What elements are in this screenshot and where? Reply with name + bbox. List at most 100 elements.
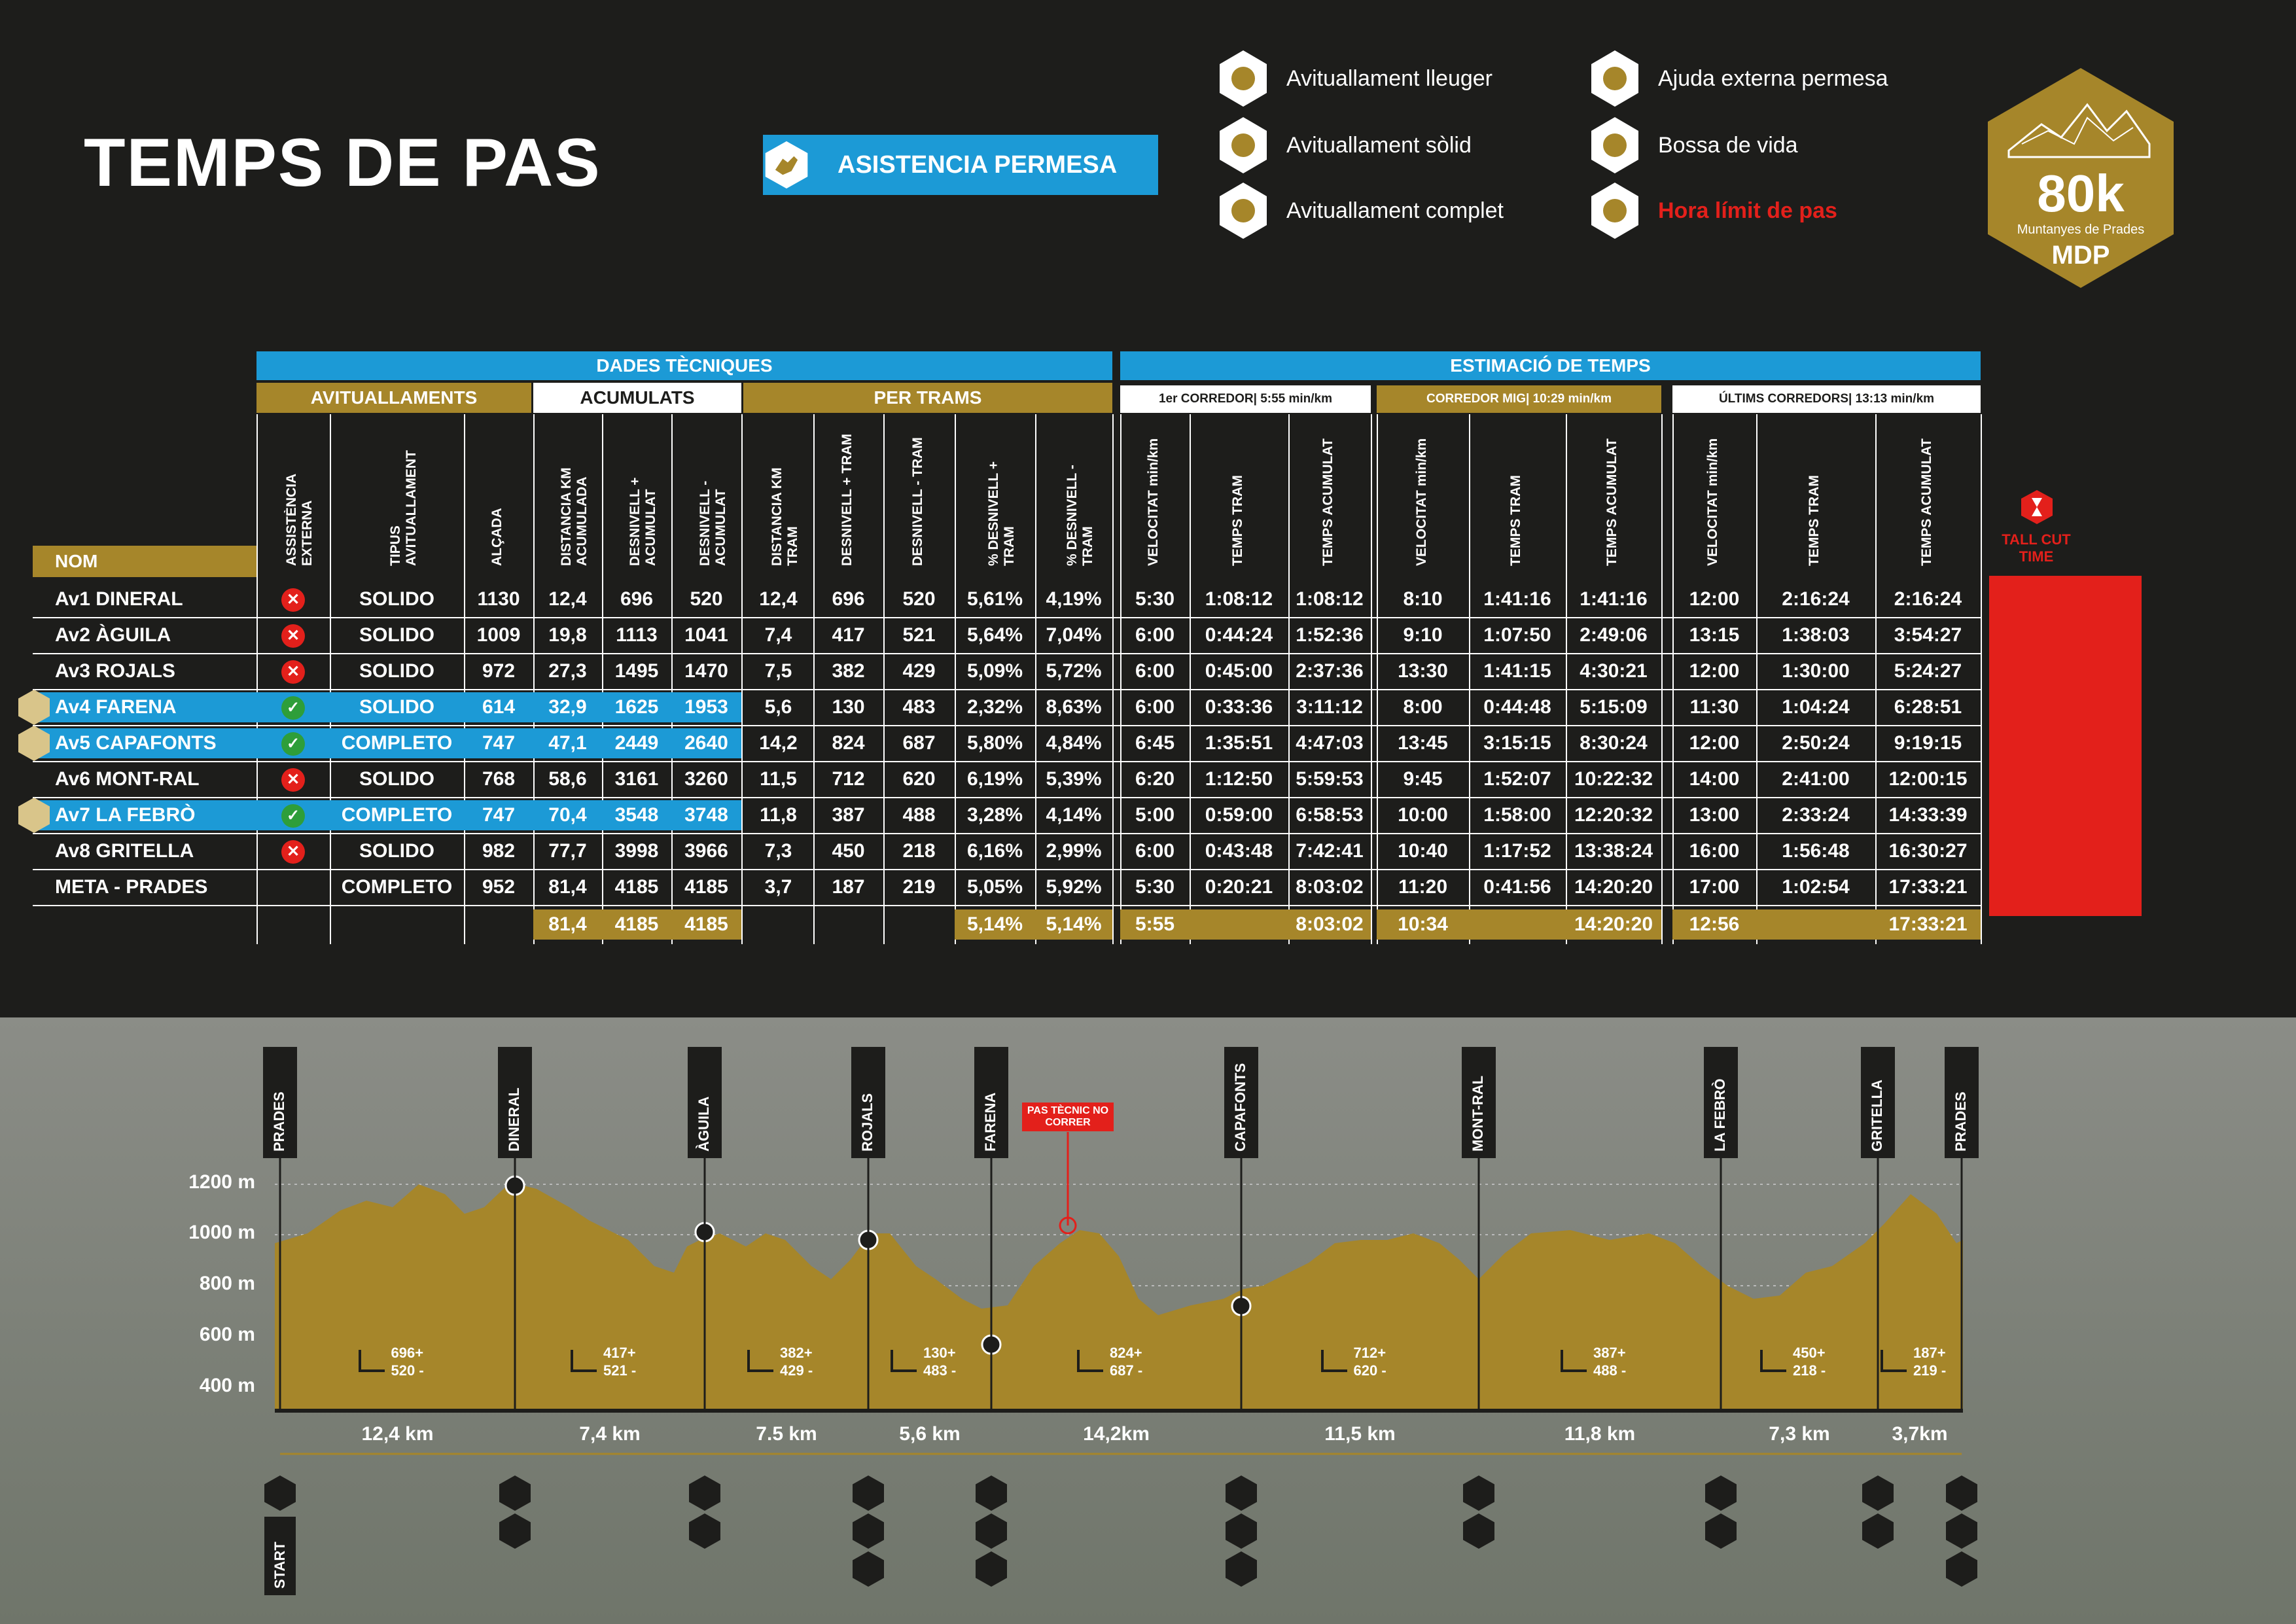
cell-t1: 0:59:00 bbox=[1205, 804, 1273, 826]
waypoint-label: ÀGUILA bbox=[696, 1096, 712, 1152]
row-name: Av5 CAPAFONTS bbox=[55, 732, 217, 754]
cell-tm: 218 bbox=[902, 840, 936, 862]
cell-tipus: SOLIDO bbox=[359, 588, 434, 610]
totals-bg bbox=[1672, 909, 1981, 940]
waypoint-label: MONT-RAL bbox=[1470, 1075, 1486, 1152]
row-name: Av1 DINERAL bbox=[55, 588, 183, 610]
waypoint-marker: DINERAL bbox=[498, 1047, 532, 1158]
cell-dm: 3748 bbox=[684, 804, 728, 826]
row-divider bbox=[33, 725, 1981, 726]
header-trams: PER TRAMS bbox=[743, 383, 1112, 413]
segment-up: 712+ bbox=[1353, 1345, 1386, 1361]
cell-a3: 12:00:15 bbox=[1888, 768, 1968, 790]
row-name: Av8 GRITELLA bbox=[55, 840, 194, 862]
y-tick: 800 m bbox=[199, 1273, 255, 1294]
aid-station-icon bbox=[1226, 1475, 1257, 1511]
cell-t1: 1:35:51 bbox=[1205, 732, 1273, 754]
helping-hands-icon bbox=[18, 798, 50, 833]
cell-dk: 70,4 bbox=[548, 804, 587, 826]
header-primer: 1er CORREDOR| 5:55 min/km bbox=[1120, 385, 1371, 413]
cell-alc: 952 bbox=[482, 876, 516, 898]
cell-v1: 6:00 bbox=[1135, 660, 1175, 682]
cell-pp: 6,19% bbox=[966, 768, 1023, 790]
total-a2: 14:20:20 bbox=[1574, 913, 1653, 935]
legend-label: Avituallament lleuger bbox=[1286, 65, 1492, 91]
cell-t3: 1:38:03 bbox=[1782, 624, 1850, 646]
cell-tm: 687 bbox=[902, 732, 936, 754]
cell-dp: 3548 bbox=[614, 804, 659, 826]
cell-t2: 0:41:56 bbox=[1483, 876, 1551, 898]
segment-down: 488 - bbox=[1593, 1362, 1627, 1379]
cell-t2: 1:52:07 bbox=[1483, 768, 1551, 790]
cell-alc: 982 bbox=[482, 840, 516, 862]
row-divider bbox=[33, 761, 1981, 762]
column-header: DESNIVELL - ACUMULAT bbox=[697, 480, 728, 566]
cell-alc: 747 bbox=[482, 732, 516, 754]
cell-tk: 7,5 bbox=[764, 660, 792, 682]
row-name: Av3 ROJALS bbox=[55, 660, 175, 682]
header-dades: DADES TÈCNIQUES bbox=[256, 351, 1112, 380]
cell-tm: 521 bbox=[902, 624, 936, 646]
grid-line bbox=[1672, 414, 1674, 944]
cell-pp: 5,64% bbox=[966, 624, 1023, 646]
column-header: TEMPS TRAM bbox=[1807, 475, 1822, 566]
cell-alc: 614 bbox=[482, 696, 516, 718]
column-header: VELOCITAT min/km bbox=[1705, 438, 1720, 566]
cell-t2: 1:17:52 bbox=[1483, 840, 1551, 862]
cell-tp: 387 bbox=[832, 804, 865, 826]
aid-station-icon bbox=[1463, 1513, 1494, 1549]
elevation-gain-icon bbox=[891, 1350, 917, 1372]
header-tall: TALL CUT TIME bbox=[2002, 531, 2071, 565]
cell-v2: 8:10 bbox=[1403, 588, 1443, 610]
grid-line bbox=[256, 414, 258, 944]
cell-a2: 8:30:24 bbox=[1580, 732, 1648, 754]
column-header: DESNIVELL - TRAM bbox=[910, 437, 925, 566]
row-divider bbox=[33, 905, 1981, 906]
cell-dm: 520 bbox=[690, 588, 723, 610]
segment-down: 219 - bbox=[1913, 1362, 1947, 1379]
elevation-gain-icon bbox=[1561, 1350, 1587, 1372]
cell-pp: 5,05% bbox=[966, 876, 1023, 898]
cell-tp: 450 bbox=[832, 840, 865, 862]
segment-up: 450+ bbox=[1793, 1345, 1826, 1361]
cell-v2: 8:00 bbox=[1403, 696, 1443, 718]
grid-line bbox=[1377, 414, 1378, 944]
cell-v3: 16:00 bbox=[1689, 840, 1740, 862]
cell-tm: 520 bbox=[902, 588, 936, 610]
cell-tm: 488 bbox=[902, 804, 936, 826]
column-header: DESNIVELL + TRAM bbox=[839, 433, 855, 566]
cell-a1: 6:58:53 bbox=[1296, 804, 1364, 826]
segment-down: 483 - bbox=[923, 1362, 957, 1379]
column-header: TEMPS ACUMULAT bbox=[1604, 438, 1619, 566]
cell-tm: 620 bbox=[902, 768, 936, 790]
cell-dk: 12,4 bbox=[548, 588, 587, 610]
cell-tk: 5,6 bbox=[764, 696, 792, 718]
row-divider bbox=[33, 617, 1981, 618]
cell-t3: 2:16:24 bbox=[1782, 588, 1850, 610]
aid-station-icon bbox=[853, 1475, 884, 1511]
cell-v1: 6:00 bbox=[1135, 624, 1175, 646]
logo-abbr: MDP bbox=[2051, 241, 2110, 270]
cell-v3: 12:00 bbox=[1689, 588, 1740, 610]
row-name: Av7 LA FEBRÒ bbox=[55, 804, 196, 826]
cell-a1: 4:47:03 bbox=[1296, 732, 1364, 754]
column-header: TIPUS AVITUALLAMENT bbox=[387, 450, 419, 566]
legend-item: Ajuda externa permesa bbox=[1589, 49, 1888, 108]
cell-tm: 219 bbox=[902, 876, 936, 898]
grid-line bbox=[533, 414, 535, 944]
waypoint-marker: ROJALS bbox=[851, 1047, 885, 1158]
cell-dm: 3966 bbox=[684, 840, 728, 862]
cell-t1: 1:08:12 bbox=[1205, 588, 1273, 610]
waypoint-label: PRADES bbox=[271, 1091, 287, 1152]
cell-v3: 13:15 bbox=[1689, 624, 1740, 646]
cell-tk: 11,5 bbox=[760, 768, 797, 790]
waypoint-marker: MONT-RAL bbox=[1462, 1047, 1496, 1158]
cell-dm: 1041 bbox=[684, 624, 728, 646]
header-mig: CORREDOR MIG| 10:29 min/km bbox=[1377, 385, 1661, 413]
aid-station-icon bbox=[1946, 1551, 1977, 1587]
bowl-icon bbox=[1220, 183, 1267, 239]
cell-a3: 2:16:24 bbox=[1894, 588, 1962, 610]
waypoint-label: DINERAL bbox=[506, 1087, 522, 1152]
grid-line bbox=[1190, 414, 1191, 944]
cell-tk: 11,8 bbox=[760, 804, 797, 826]
